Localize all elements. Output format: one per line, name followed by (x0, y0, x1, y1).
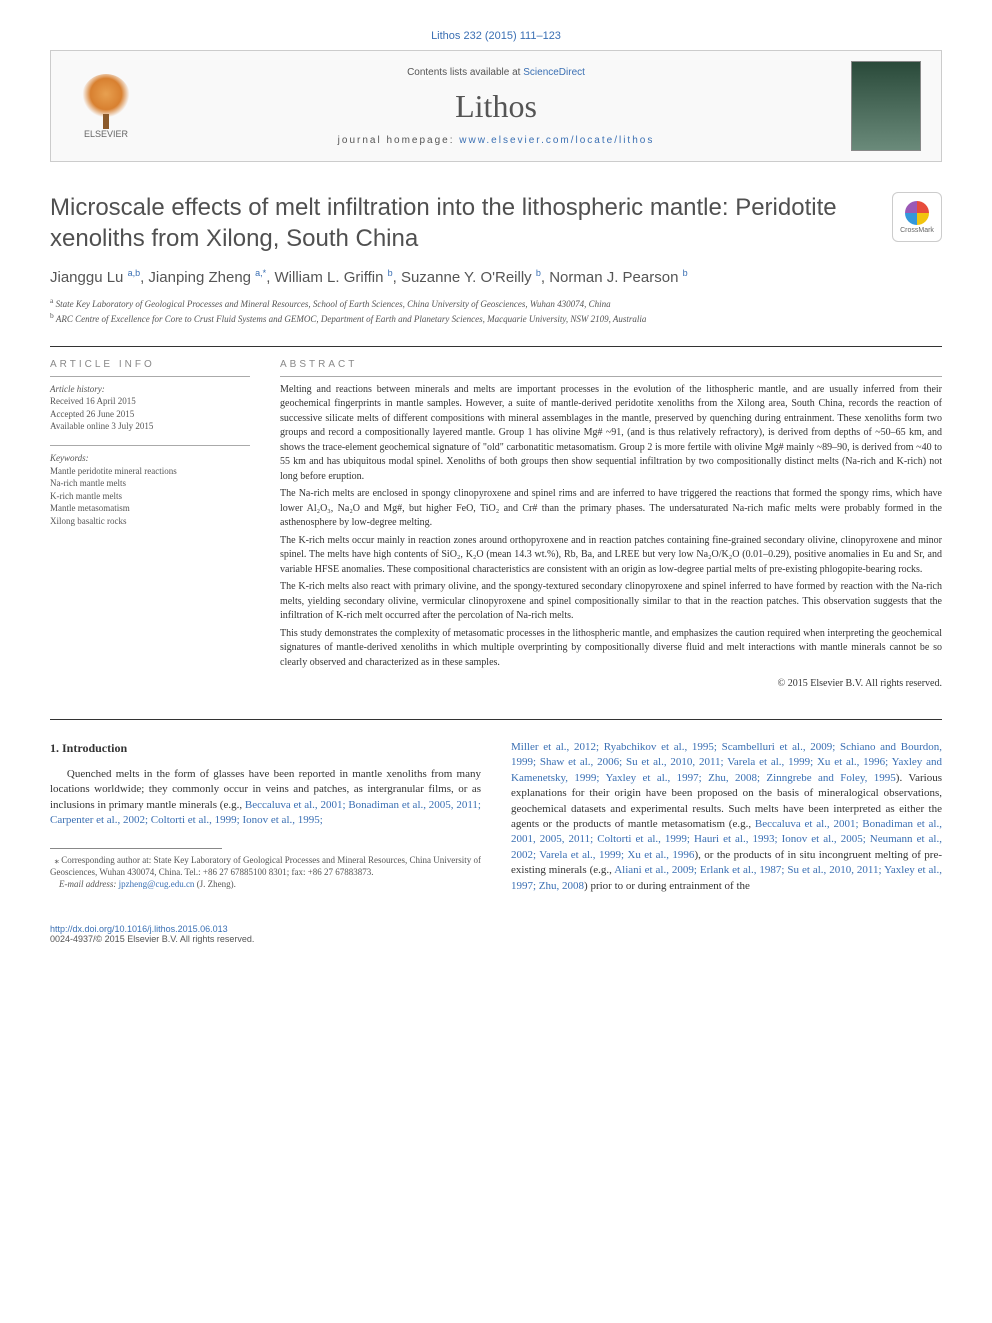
body-column-left: 1. Introduction Quenched melts in the fo… (50, 740, 481, 894)
keyword-item: K-rich mantle melts (50, 490, 250, 503)
corresponding-email-link[interactable]: jpzheng@cug.edu.cn (119, 879, 195, 889)
article-info-label: article info (50, 359, 250, 370)
intro-paragraph: Quenched melts in the form of glasses ha… (50, 767, 481, 829)
body-column-right: Miller et al., 2012; Ryabchikov et al., … (511, 740, 942, 894)
divider (50, 376, 250, 377)
intro-heading: 1. Introduction (50, 740, 481, 757)
corresponding-author-footnote: ⁎ Corresponding author at: State Key Lab… (50, 855, 481, 890)
intro-text: ) prior to or during entrainment of the (584, 880, 750, 892)
page-footer: http://dx.doi.org/10.1016/j.lithos.2015.… (50, 924, 942, 944)
elsevier-logo: ELSEVIER (71, 66, 141, 146)
divider (280, 376, 942, 377)
history-online: Available online 3 July 2015 (50, 420, 250, 433)
homepage-prefix: journal homepage: (338, 135, 460, 146)
keyword-item: Xilong basaltic rocks (50, 515, 250, 528)
reference-link[interactable]: Miller et al., 2012; Ryabchikov et al., … (511, 741, 942, 784)
divider (50, 445, 250, 446)
abstract-paragraph: The Na-rich melts are enclosed in spongy… (280, 487, 942, 531)
publisher-name: ELSEVIER (84, 129, 128, 139)
journal-homepage: journal homepage: www.elsevier.com/locat… (141, 135, 851, 146)
doi-link[interactable]: http://dx.doi.org/10.1016/j.lithos.2015.… (50, 924, 228, 934)
abstract-column: abstract Melting and reactions between m… (280, 359, 942, 690)
abstract-paragraph: The K-rich melts occur mainly in reactio… (280, 534, 942, 578)
abstract-text: Melting and reactions between minerals a… (280, 383, 942, 671)
authors-line: Jianggu Lu a,b, Jianping Zheng a,*, Will… (50, 268, 942, 286)
contents-prefix: Contents lists available at (407, 67, 523, 78)
sciencedirect-link[interactable]: ScienceDirect (523, 67, 585, 78)
history-received: Received 16 April 2015 (50, 395, 250, 408)
journal-cover-thumbnail (851, 61, 921, 151)
footnote-star: ⁎ (55, 855, 60, 865)
journal-title: Lithos (141, 88, 851, 125)
crossmark-icon (905, 201, 929, 225)
crossmark-badge[interactable]: CrossMark (892, 192, 942, 242)
footnote-text: Corresponding author at: State Key Labor… (50, 855, 481, 877)
abstract-paragraph: Melting and reactions between minerals a… (280, 383, 942, 485)
divider (50, 719, 942, 720)
affiliations: a State Key Laboratory of Geological Pro… (50, 296, 942, 325)
crossmark-label: CrossMark (900, 227, 934, 234)
article-title: Microscale effects of melt infiltration … (50, 192, 942, 254)
intro-continuation: Miller et al., 2012; Ryabchikov et al., … (511, 740, 942, 894)
journal-header: ELSEVIER Contents lists available at Sci… (50, 50, 942, 162)
email-name: (J. Zheng). (197, 879, 236, 889)
abstract-paragraph: The K-rich melts also react with primary… (280, 580, 942, 624)
abstract-copyright: © 2015 Elsevier B.V. All rights reserved… (280, 678, 942, 689)
body-columns: 1. Introduction Quenched melts in the fo… (50, 740, 942, 894)
keyword-item: Mantle metasomatism (50, 502, 250, 515)
footnote-separator (50, 848, 222, 849)
info-abstract-row: article info Article history: Received 1… (50, 359, 942, 690)
keyword-item: Mantle peridotite mineral reactions (50, 465, 250, 478)
abstract-paragraph: This study demonstrates the complexity o… (280, 627, 942, 671)
email-label: E-mail address: (59, 879, 116, 889)
elsevier-tree-icon (81, 74, 131, 124)
history-heading: Article history: (50, 383, 250, 396)
divider (50, 346, 942, 347)
issn-copyright: 0024-4937/© 2015 Elsevier B.V. All right… (50, 934, 254, 944)
article-info-sidebar: article info Article history: Received 1… (50, 359, 250, 690)
citation: Lithos 232 (2015) 111–123 (50, 30, 942, 42)
keywords-heading: Keywords: (50, 452, 250, 465)
contents-line: Contents lists available at ScienceDirec… (141, 67, 851, 78)
homepage-link[interactable]: www.elsevier.com/locate/lithos (459, 135, 654, 146)
journal-center: Contents lists available at ScienceDirec… (141, 67, 851, 146)
history-accepted: Accepted 26 June 2015 (50, 408, 250, 421)
abstract-label: abstract (280, 359, 942, 370)
keyword-item: Na-rich mantle melts (50, 477, 250, 490)
article-history: Article history: Received 16 April 2015 … (50, 383, 250, 433)
keywords-block: Keywords: Mantle peridotite mineral reac… (50, 452, 250, 528)
